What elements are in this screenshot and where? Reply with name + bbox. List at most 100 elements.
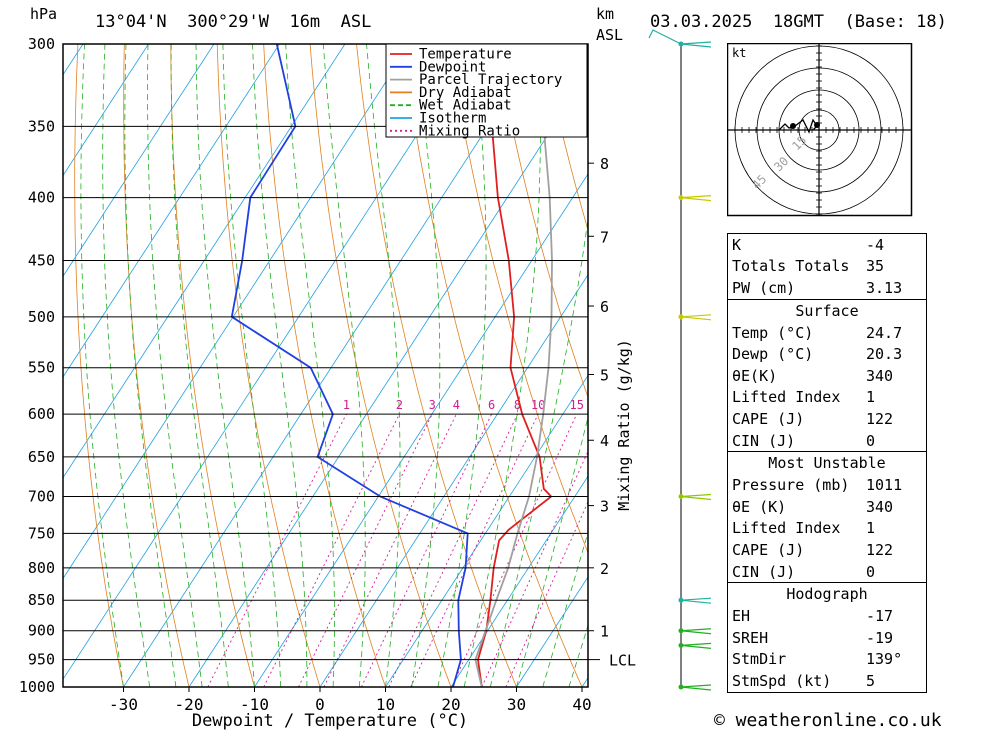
mixing-ratio-label: 6 <box>488 398 495 412</box>
x-tick-label: 30 <box>507 695 526 714</box>
wind-barb <box>680 628 712 635</box>
most-unstable-index-row: CIN (J) 0 <box>728 561 926 583</box>
surface-index-value: 1 <box>866 388 876 407</box>
surface-index-label: CIN (J) <box>732 431 796 450</box>
hodograph-index-row: StmDir 139° <box>728 649 926 671</box>
x-tick-label: -10 <box>240 695 269 714</box>
hodograph-index-value: -17 <box>866 607 894 626</box>
general-indices: K -4 Totals Totals 35 PW (cm) 3.13 <box>727 233 927 300</box>
legend-box <box>385 43 588 138</box>
mixing-ratio-axis-label: Mixing Ratio (g/kg) <box>615 339 633 511</box>
pressure-tick-label: 750 <box>28 524 55 542</box>
x-tick-label: 20 <box>441 695 460 714</box>
wet-adiabat-line <box>542 531 588 687</box>
wind-barb <box>680 41 712 48</box>
mixing-ratio-label: 1 <box>343 398 350 412</box>
legend-entry: Parcel Trajectory <box>419 72 562 88</box>
most-unstable-index-row: Lifted Index 1 <box>728 518 926 540</box>
surface-index-row: Lifted Index 1 <box>728 387 926 409</box>
legend-entry: Dry Adiabat <box>419 85 512 101</box>
general-index-label: PW (cm) <box>732 278 796 297</box>
hodograph-index-label: SREH <box>732 628 769 647</box>
wet-adiabat-line <box>322 44 366 687</box>
general-index-value: 35 <box>866 257 885 276</box>
pressure-tick-label: 300 <box>28 35 55 53</box>
legend-entry: Wet Adiabat <box>419 98 512 114</box>
pressure-tick-label: 350 <box>28 117 55 135</box>
indices-table: K -4 Totals Totals 35 PW (cm) 3.13 Surface Te… <box>727 233 927 693</box>
hodograph-index-label: EH <box>732 607 751 626</box>
most-unstable-title: Most Unstable <box>768 454 886 473</box>
most-unstable-index-value: 1 <box>866 519 876 538</box>
pressure-tick-label: 400 <box>28 189 55 207</box>
general-index-row: K -4 <box>728 234 926 256</box>
general-index-row: Totals Totals 35 <box>728 256 926 278</box>
wind-barb <box>680 597 712 604</box>
isotherm-line <box>319 273 588 687</box>
mixing-ratio-label: 2 <box>396 398 403 412</box>
most-unstable-index-label: CAPE (J) <box>732 540 805 559</box>
mixing-ratio-label: 20 <box>598 398 612 412</box>
x-tick-label: -20 <box>175 695 204 714</box>
height-tick-label: 1 <box>600 623 609 641</box>
general-index-value: -4 <box>866 235 885 254</box>
hodograph-title: Hodograph <box>786 585 868 604</box>
mixing-ratio-line <box>298 413 433 687</box>
height-unit-km: km <box>596 5 615 23</box>
hodograph-index-label: StmDir <box>732 650 787 669</box>
surface-index-value: 340 <box>866 366 894 385</box>
wet-adiabat-line <box>489 216 588 687</box>
surface-index-row: CAPE (J) 122 <box>728 408 926 430</box>
pressure-tick-label: 700 <box>28 488 55 506</box>
x-tick-label: 40 <box>572 695 591 714</box>
isotherm-line <box>63 44 411 580</box>
most-unstable-index-value: 1011 <box>866 476 903 495</box>
legend-entry: Mixing Ratio <box>419 123 520 139</box>
datetime-title: 03.03.2025 18GMT (Base: 18) <box>650 12 947 32</box>
x-tick-label: 10 <box>376 695 395 714</box>
pressure-tick-label: 950 <box>28 651 55 669</box>
most-unstable-index-row: Pressure (mb) 1011 <box>728 474 926 496</box>
most-unstable-index-value: 122 <box>866 540 894 559</box>
wet-adiabat-line <box>222 44 282 687</box>
hodograph-index-row: SREH -19 <box>728 627 926 649</box>
general-index-value: 3.13 <box>866 278 903 297</box>
isotherm-line <box>63 44 346 479</box>
height-unit-asl: ASL <box>596 26 624 44</box>
dry-adiabat-line <box>170 44 255 687</box>
wet-adiabat-line <box>80 44 124 687</box>
legend-entry: Temperature <box>419 47 512 63</box>
general-index-label: K <box>732 235 742 254</box>
height-tick-label: 5 <box>600 366 609 384</box>
most-unstable-index-row: θE (K) 340 <box>728 496 926 518</box>
temperature-profile <box>477 44 553 687</box>
x-tick-label: 0 <box>315 695 325 714</box>
surface-index-value: 20.3 <box>866 345 903 364</box>
location-title: 13°04'N 300°29'W 16m ASL <box>95 12 372 32</box>
hodograph-index-row: StmSpd (kt) 5 <box>728 670 926 692</box>
pressure-tick-label: 450 <box>28 252 55 270</box>
hodograph-index-row: EH -17 <box>728 605 926 627</box>
legend-entry: Dewpoint <box>419 59 486 75</box>
isotherm-line <box>63 44 215 277</box>
pressure-tick-label: 600 <box>28 405 55 423</box>
surface-index-label: Dewp (°C) <box>732 345 814 364</box>
mixing-ratio-label: 8 <box>514 398 521 412</box>
surface-indices: Surface Temp (°C) 24.7 Dewp (°C) 20.3 θE(K) 3… <box>727 298 927 453</box>
most-unstable-indices: Most Unstable Pressure (mb) 1011 θE (K) 340… <box>727 451 927 584</box>
hodograph-mean-wind <box>814 122 820 128</box>
height-tick-label: 7 <box>600 228 609 246</box>
isotherm-line <box>450 475 588 687</box>
surface-index-row: θE(K) 340 <box>728 365 926 387</box>
surface-index-label: θE(K) <box>732 366 778 385</box>
surface-index-row: CIN (J) 0 <box>728 430 926 452</box>
most-unstable-index-row: CAPE (J) 122 <box>728 539 926 561</box>
x-tick-label: -30 <box>109 695 138 714</box>
most-unstable-index-label: Lifted Index <box>732 519 841 538</box>
wind-barb <box>680 314 712 321</box>
most-unstable-index-value: 340 <box>866 497 894 516</box>
isotherm-line <box>254 173 588 687</box>
hodograph-index-value: -19 <box>866 628 894 647</box>
surface-index-row: Dewp (°C) 20.3 <box>728 343 926 365</box>
